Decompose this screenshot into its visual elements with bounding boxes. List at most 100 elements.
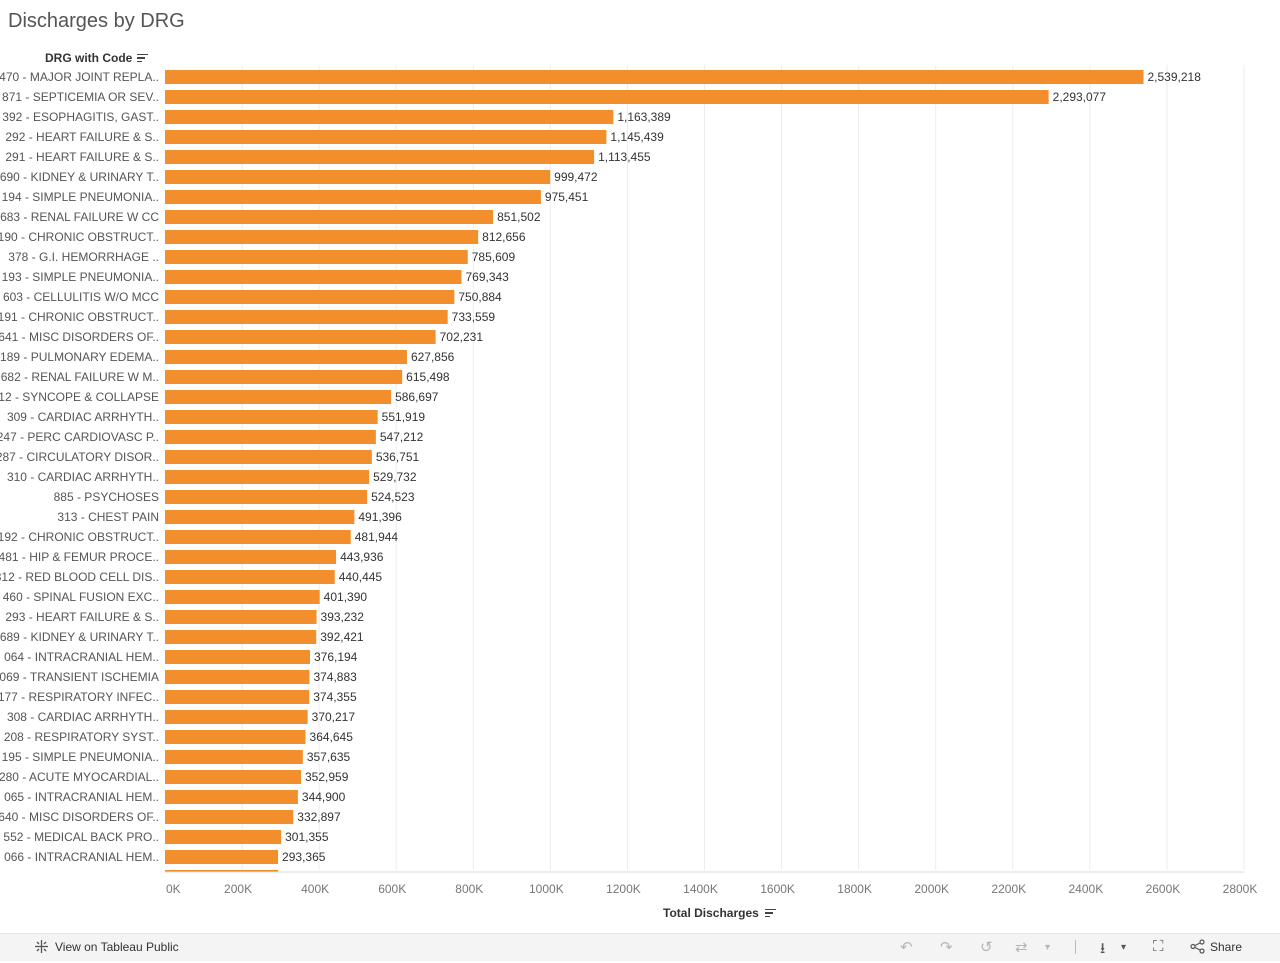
category-label: 481 - HIP & FEMUR PROCE.. [0, 550, 159, 564]
category-label: 069 - TRANSIENT ISCHEMIA [0, 670, 159, 684]
data-label: 374,355 [313, 690, 357, 704]
bar[interactable] [165, 310, 448, 324]
bar[interactable] [165, 150, 595, 164]
category-label: 193 - SIMPLE PNEUMONIA.. [2, 270, 159, 284]
bar[interactable] [165, 210, 494, 224]
row-header-drg[interactable]: DRG with Code [45, 51, 149, 65]
bar[interactable] [165, 130, 607, 144]
x-tick-label: 2200K [991, 882, 1026, 896]
x-tick-label: 600K [378, 882, 406, 896]
redo-icon[interactable]: ↷ [940, 939, 953, 956]
sort-descending-icon[interactable] [137, 53, 149, 63]
tableau-logo-icon [35, 940, 48, 953]
bar[interactable] [165, 290, 455, 304]
bar[interactable] [165, 370, 403, 384]
category-label: 191 - CHRONIC OBSTRUCT.. [0, 310, 159, 324]
data-label: 1,163,389 [617, 110, 671, 124]
bar[interactable] [165, 90, 1049, 104]
category-label: 192 - CHRONIC OBSTRUCT.. [0, 530, 159, 544]
fullscreen-icon[interactable]: ⛶ [1153, 938, 1164, 955]
download-icon[interactable]: ⭳ [1100, 940, 1106, 957]
category-label: 689 - KIDNEY & URINARY T.. [0, 630, 159, 644]
bar[interactable] [165, 790, 298, 804]
data-label: 851,502 [497, 210, 541, 224]
bar[interactable] [165, 770, 302, 784]
category-label: 641 - MISC DISORDERS OF.. [0, 330, 159, 344]
data-label: 1,145,439 [610, 130, 664, 144]
data-label: 586,697 [395, 390, 439, 404]
category-label: 177 - RESPIRATORY INFEC.. [0, 690, 159, 704]
bar[interactable] [165, 550, 337, 564]
bar[interactable] [165, 110, 614, 124]
category-label: 293 - HEART FAILURE & S.. [5, 610, 159, 624]
bar[interactable] [165, 430, 376, 444]
category-label: 470 - MAJOR JOINT REPLA.. [0, 70, 159, 84]
bar[interactable] [165, 510, 355, 524]
x-tick-label: 1400K [683, 882, 718, 896]
bar[interactable] [165, 270, 462, 284]
bar[interactable] [165, 490, 368, 504]
data-label: 293,365 [282, 850, 326, 864]
category-label: 189 - PULMONARY EDEMA.. [0, 350, 159, 364]
bar[interactable] [165, 650, 310, 664]
category-label: 292 - HEART FAILURE & S.. [5, 130, 159, 144]
bar[interactable] [165, 810, 294, 824]
data-label: 392,421 [320, 630, 364, 644]
bar[interactable] [165, 170, 551, 184]
x-tick-label: 1800K [837, 882, 872, 896]
data-label: 812,656 [482, 230, 526, 244]
x-axis-title[interactable]: Total Discharges [663, 906, 776, 920]
sort-descending-icon[interactable] [764, 908, 776, 918]
bar[interactable] [165, 190, 541, 204]
bar[interactable] [165, 230, 479, 244]
category-label: 682 - RENAL FAILURE W M.. [1, 370, 159, 384]
bar[interactable] [165, 590, 320, 604]
bar[interactable] [165, 750, 303, 764]
bar[interactable] [165, 610, 317, 624]
download-dropdown-icon[interactable]: ▾ [1121, 942, 1127, 953]
share-button[interactable]: Share [1190, 939, 1242, 954]
bar[interactable] [165, 710, 308, 724]
x-axis-label: Total Discharges [663, 906, 759, 920]
x-tick-label: 2600K [1146, 882, 1181, 896]
category-label: 194 - SIMPLE PNEUMONIA.. [2, 190, 159, 204]
bar[interactable] [165, 830, 282, 844]
tableau-toolbar: View on Tableau Public ↶ ↷ ↺ ⇄ ▾ ⭳ ▾ ⛶ S… [0, 933, 1280, 961]
refresh-icon[interactable]: ⇄ [1015, 939, 1028, 956]
bar[interactable] [165, 630, 317, 644]
bar[interactable] [165, 530, 351, 544]
bar[interactable] [165, 730, 306, 744]
data-label: 785,609 [472, 250, 516, 264]
bar[interactable] [165, 690, 310, 704]
bar[interactable] [165, 70, 1144, 84]
bar[interactable] [165, 670, 310, 684]
bar[interactable] [165, 350, 407, 364]
category-label: 195 - SIMPLE PNEUMONIA.. [2, 750, 159, 764]
category-label: 812 - RED BLOOD CELL DIS.. [0, 570, 159, 584]
data-label: 344,900 [302, 790, 346, 804]
bar[interactable] [165, 470, 370, 484]
category-label: 280 - ACUTE MYOCARDIAL.. [0, 770, 159, 784]
undo-icon[interactable]: ↶ [900, 939, 913, 956]
data-label: 551,919 [382, 410, 426, 424]
data-label: 301,355 [285, 830, 329, 844]
category-label: 552 - MEDICAL BACK PRO.. [3, 830, 159, 844]
bar[interactable] [165, 410, 378, 424]
data-label: 702,231 [440, 330, 484, 344]
revert-icon[interactable]: ↺ [980, 939, 993, 956]
data-label: 733,559 [452, 310, 496, 324]
x-tick-label: 1200K [606, 882, 641, 896]
bar[interactable] [165, 570, 335, 584]
category-label: 460 - SPINAL FUSION EXC.. [3, 590, 159, 604]
bar[interactable] [165, 850, 279, 864]
pause-dropdown-icon[interactable]: ▾ [1045, 942, 1051, 953]
category-label: 690 - KIDNEY & URINARY T.. [0, 170, 159, 184]
view-on-tableau-link[interactable]: View on Tableau Public [34, 939, 179, 954]
category-label: 392 - ESOPHAGITIS, GAST.. [2, 110, 159, 124]
data-label: 615,498 [406, 370, 450, 384]
bar[interactable] [165, 450, 372, 464]
x-tick-label: 400K [301, 882, 329, 896]
bar[interactable] [165, 390, 392, 404]
bar[interactable] [165, 250, 468, 264]
bar[interactable] [165, 330, 436, 344]
